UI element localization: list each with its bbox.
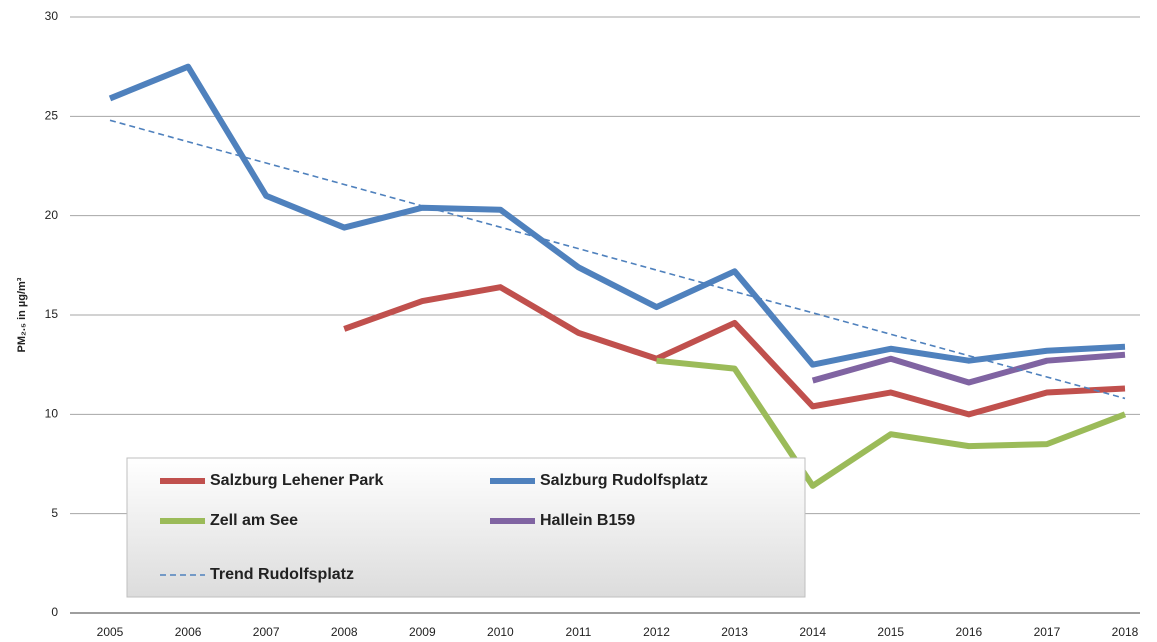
legend-box [126, 457, 806, 598]
y-tick-label: 25 [45, 109, 59, 123]
legend-label: Salzburg Rudolfsplatz [540, 472, 708, 489]
line [811, 351, 1126, 386]
y-tick-label: 0 [51, 605, 58, 619]
line [343, 284, 1126, 418]
x-tick-label: 2009 [409, 625, 436, 639]
y-tick-label: 20 [45, 208, 59, 222]
x-tick-label: 2007 [253, 625, 280, 639]
legend-label: Hallein B159 [540, 512, 635, 529]
x-tick-label: 2015 [877, 625, 904, 639]
line [108, 63, 1126, 368]
y-tick-label: 5 [51, 506, 58, 520]
line [109, 119, 1126, 400]
x-tick-label: 2008 [331, 625, 358, 639]
legend-label: Trend Rudolfsplatz [210, 566, 354, 583]
x-tick-label: 2012 [643, 625, 670, 639]
y-tick-label: 10 [45, 407, 59, 421]
line [656, 357, 1127, 489]
x-tick-label: 2005 [97, 625, 124, 639]
legend-label: Salzburg Lehener Park [210, 472, 383, 489]
x-tick-label: 2011 [566, 625, 592, 639]
x-tick-label: 2014 [799, 625, 826, 639]
x-tick-label: 2018 [1112, 625, 1139, 639]
x-tick-label: 2010 [487, 625, 514, 639]
y-axis-label: PM₂.₅ in µg/m³ [16, 277, 28, 352]
y-tick-label: 15 [45, 307, 59, 321]
y-tick-label: 30 [45, 9, 59, 23]
x-tick-label: 2016 [955, 625, 982, 639]
x-tick-label: 2006 [175, 625, 202, 639]
x-tick-label: 2017 [1034, 625, 1061, 639]
x-tick-label: 2013 [721, 625, 748, 639]
legend-label: Zell am See [210, 512, 298, 529]
